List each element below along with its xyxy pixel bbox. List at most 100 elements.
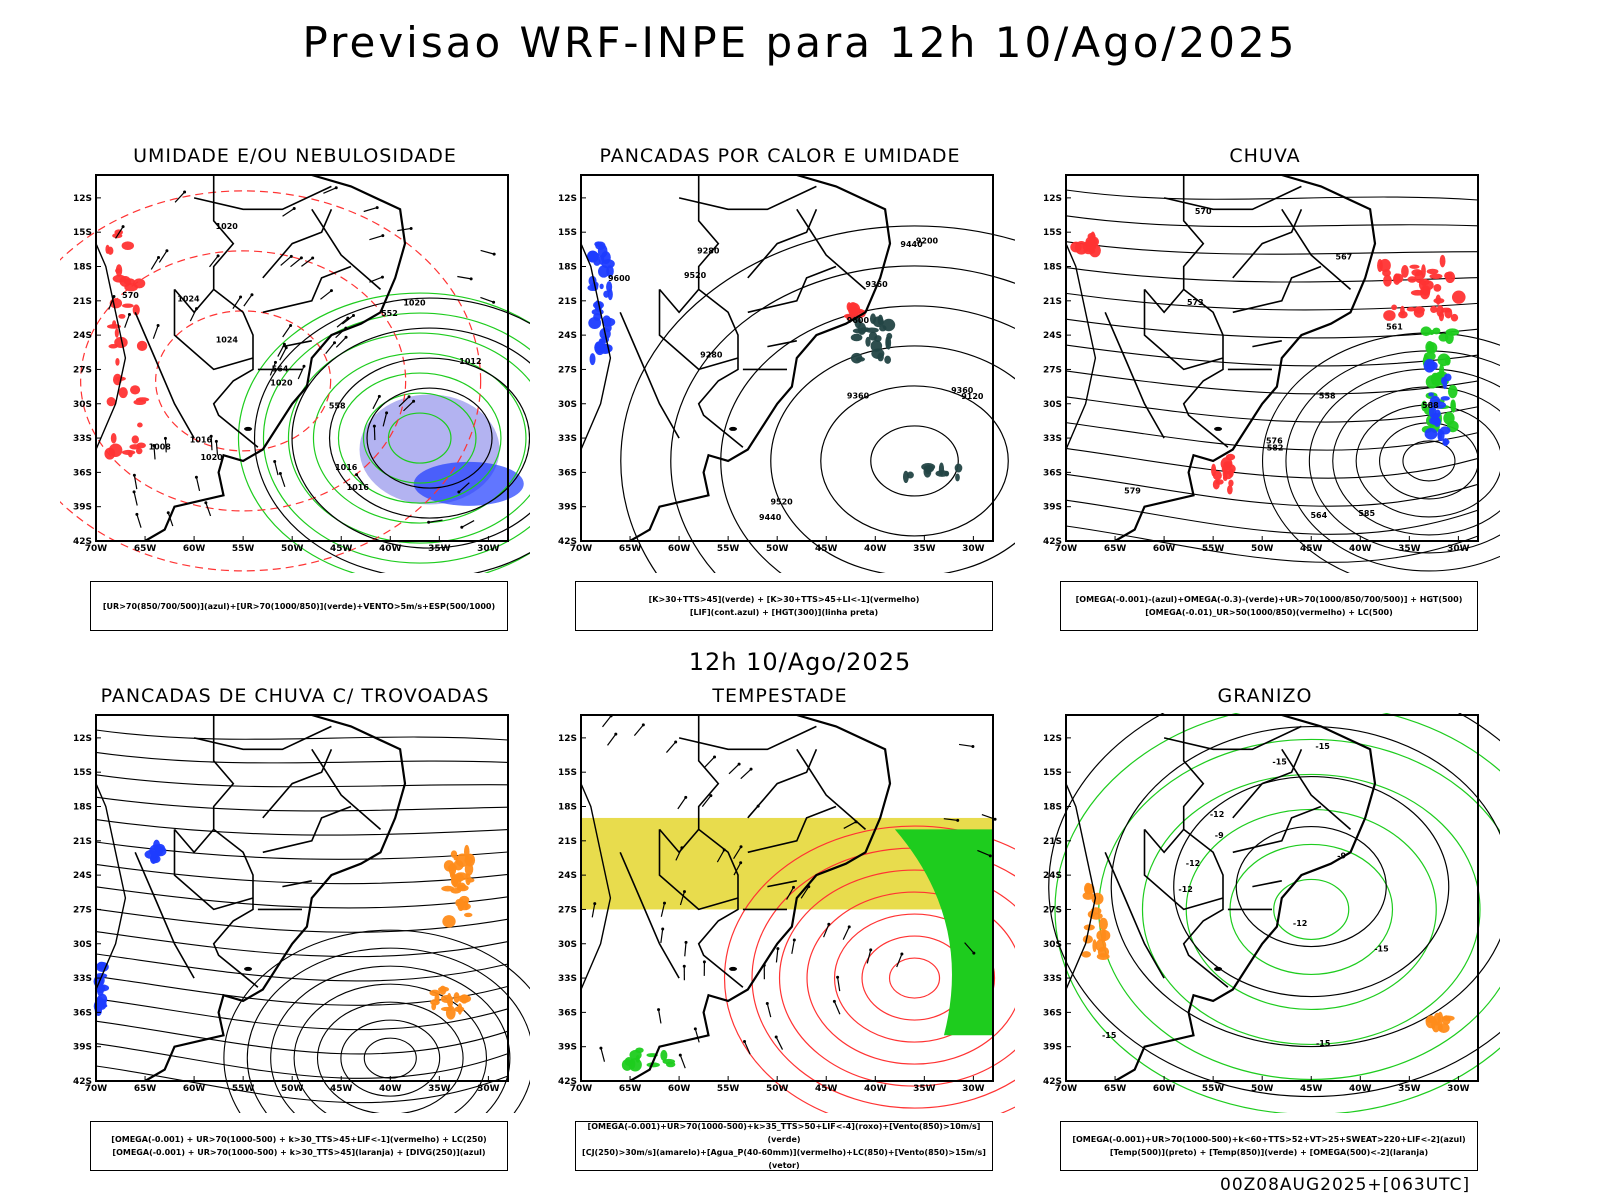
state-border <box>747 805 837 854</box>
contour-label: 1012 <box>459 357 481 366</box>
wind-vector-head <box>273 360 277 364</box>
state-border <box>678 725 817 751</box>
wind-vector-head <box>674 740 678 744</box>
wind-vector <box>290 257 302 268</box>
rain-area-red <box>1418 279 1426 290</box>
wind-vector <box>158 250 168 263</box>
humidity-area-red <box>133 278 146 289</box>
omega-area-orange <box>1437 1023 1450 1033</box>
wind-vector-head <box>956 818 960 822</box>
streamline <box>223 929 530 1113</box>
state-border <box>262 748 333 819</box>
lon-label: 55W <box>232 1084 255 1094</box>
humidity-area-red <box>136 340 148 351</box>
lon-label: 40W <box>379 1084 402 1094</box>
wind-vector-head <box>250 293 254 297</box>
contour-label: 570 <box>122 291 139 300</box>
streamline <box>1402 440 1456 482</box>
streamline <box>1065 215 1479 228</box>
rain-area-blue <box>1432 401 1447 409</box>
rain-area-blue <box>1439 426 1451 435</box>
humidity-area-red <box>119 276 131 287</box>
state-border <box>767 880 797 888</box>
thunder-area-orange <box>453 859 464 871</box>
lat-label: 42S <box>558 537 577 547</box>
rain-area-green <box>1438 333 1449 342</box>
wind-vector-head <box>749 767 753 771</box>
lon-label: 45W <box>1300 544 1323 554</box>
wind-vector <box>943 818 958 821</box>
lon-label: 45W <box>1300 1084 1323 1094</box>
lif-area-blue <box>598 265 610 278</box>
contour-label: 9440 <box>900 240 923 249</box>
wind-vector <box>153 445 156 460</box>
map-frame <box>580 174 994 542</box>
streamline <box>1065 189 1479 201</box>
wind-vector <box>679 1054 686 1069</box>
lat-label: 18S <box>558 263 577 273</box>
lon-label: 70W <box>1055 544 1078 554</box>
panel-legend: [OMEGA(-0.001)+UR>70(1000-500)+k>35_TTS>… <box>575 1121 993 1171</box>
wind-vector-head <box>302 364 306 368</box>
state-border <box>619 311 680 439</box>
omega-area-orange <box>1101 929 1107 943</box>
wind-vector <box>124 314 131 328</box>
rain-area-green <box>1429 341 1435 352</box>
contour-label: -15 <box>1102 1031 1117 1040</box>
wind-vector <box>684 942 687 957</box>
rain-area-green <box>1450 399 1456 413</box>
state-border <box>1143 829 1224 911</box>
convection-area <box>854 316 862 329</box>
wind-vector-head <box>204 501 208 505</box>
wind-area-green <box>665 1061 676 1068</box>
state-border <box>796 748 867 831</box>
humidity-area-red <box>132 304 140 316</box>
temp850-contour-green <box>1273 878 1350 941</box>
streamline <box>316 1001 464 1113</box>
lat-label: 33S <box>1043 434 1062 444</box>
panel-legend: [K>30+TTS>45](verde) + [K>30+TTS>45+LI<-… <box>575 581 993 631</box>
lat-label: 33S <box>558 974 577 984</box>
streamline <box>1355 404 1500 518</box>
wind-vector-head <box>377 394 381 398</box>
lon-label: 35W <box>913 1084 936 1094</box>
rain-area-blue <box>1442 438 1449 447</box>
streamline-red <box>833 913 996 1043</box>
convection-area <box>879 325 887 332</box>
panel-trovoadas: PANCADAS DE CHUVA C/ TROVOADAS 12S 15S 18S… <box>60 685 530 1171</box>
contour-label: 1024 <box>177 295 200 304</box>
map-frame <box>95 714 509 1082</box>
lat-label: 15S <box>73 768 92 778</box>
humidity-area-red <box>135 447 143 455</box>
wind-vector <box>458 482 470 493</box>
wind-vector-head <box>836 975 840 979</box>
wind-vector <box>958 743 973 748</box>
state-border <box>697 715 744 988</box>
rain-area-red <box>1212 470 1222 481</box>
run-timestamp: 00Z08AUG2025+[063UTC] <box>1220 1175 1471 1195</box>
wind-vector <box>843 821 857 829</box>
rain-area-red <box>1433 297 1445 304</box>
rain-area-red <box>1439 254 1446 268</box>
panel-title: UMIDADE E/OU NEBULOSIDADE <box>133 145 457 167</box>
wind-vector-head <box>380 275 384 279</box>
lif-area-blue <box>600 344 613 353</box>
wind-vector <box>205 502 212 517</box>
coastline <box>629 713 892 1082</box>
rain-area-red <box>1391 304 1398 311</box>
wind-vector <box>602 715 612 728</box>
wind-vector-head <box>847 925 851 929</box>
wind-vector-head <box>329 289 333 293</box>
wind-vector <box>480 296 494 303</box>
wind-vector-head <box>614 732 618 736</box>
streamline-red <box>778 869 1015 1087</box>
lat-label: 27S <box>73 905 92 915</box>
humidity-area-red <box>108 344 118 349</box>
streamline <box>1065 499 1479 535</box>
wind-vector-head <box>194 475 198 479</box>
lif-area-blue <box>604 323 612 333</box>
state-border <box>193 185 332 211</box>
wind-vector-head <box>127 312 131 316</box>
humidity-area-red <box>115 357 120 366</box>
contour-label: 561 <box>1386 323 1403 332</box>
